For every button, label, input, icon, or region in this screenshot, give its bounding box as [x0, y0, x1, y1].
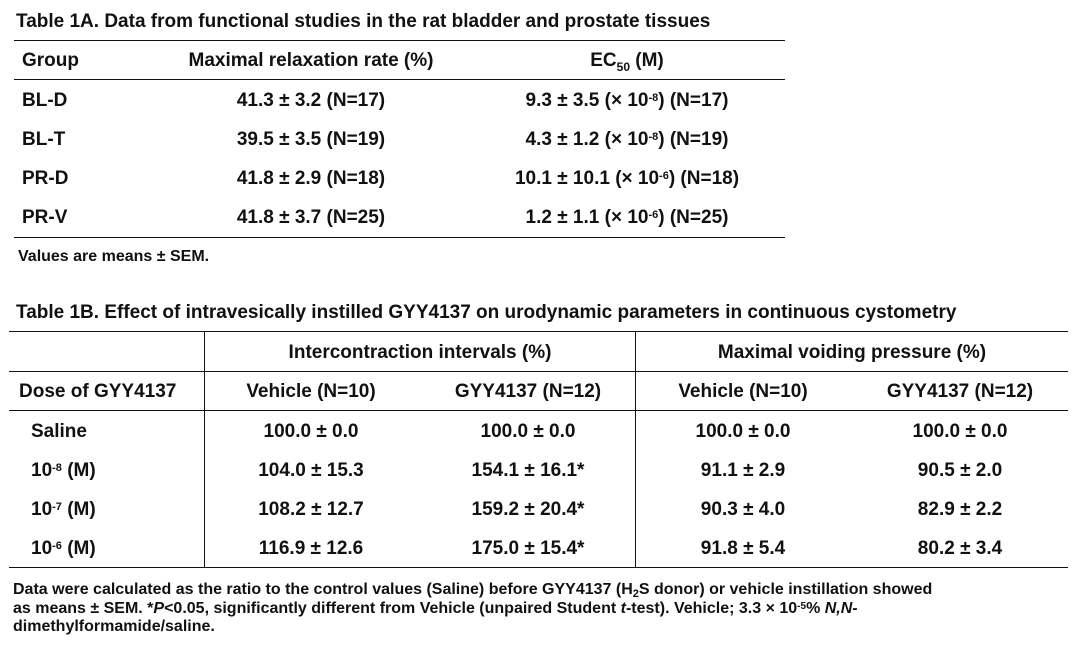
table-1a-group: PR-V [22, 207, 68, 228]
table-1b-gyy-pressure: 80.2 ± 3.4 [917, 538, 1003, 559]
table-1a-maxrel: 41.8 ± 3.7 (N=25) [236, 207, 386, 228]
table-1b-vehicle-pressure: 90.3 ± 4.0 [700, 499, 786, 520]
table-1b-gyy-intervals: 154.1 ± 16.1* [471, 460, 585, 481]
table-1b-divider-1 [204, 331, 205, 567]
table-1b-header-vehicle-pressure: Vehicle (N=10) [678, 381, 808, 402]
table-1b-vehicle-intervals: 116.9 ± 12.6 [258, 538, 364, 559]
table-1a-ec50: 1.2 ± 1.1 (× 10-6) (N=25) [525, 207, 729, 228]
table-1b-vehicle-pressure: 100.0 ± 0.0 [695, 421, 791, 442]
table-1a-header-ec50: EC50 (M) [590, 50, 664, 74]
table-1a-note: Values are means ± SEM. [18, 248, 210, 265]
table-1b-gyy-intervals: 175.0 ± 15.4* [471, 538, 585, 559]
table-1a-group: BL-T [22, 129, 66, 150]
table-1b-dose: 10-7 (M) [31, 499, 96, 520]
table-1b-header-rule [9, 410, 1068, 411]
table-1b-vehicle-pressure: 91.1 ± 2.9 [700, 460, 786, 481]
table-1b-bottom-rule [9, 567, 1068, 568]
table-1b-dose: 10-8 (M) [31, 460, 96, 481]
table-1a-group: BL-D [22, 90, 68, 111]
table-1b-vehicle-pressure: 91.8 ± 5.4 [700, 538, 786, 559]
table-1a-maxrel: 41.3 ± 3.2 (N=17) [236, 90, 386, 111]
table-1a-title: Table 1A. Data from functional studies i… [16, 11, 711, 32]
table-1a-ec50: 4.3 ± 1.2 (× 10-8) (N=19) [525, 129, 729, 150]
table-1b-gyy-intervals: 159.2 ± 20.4* [471, 499, 585, 520]
table-1b-header-vehicle-intervals: Vehicle (N=10) [246, 381, 376, 402]
table-1b-header-gyy-intervals: GYY4137 (N=12) [454, 381, 602, 402]
table-1b-top-rule [9, 331, 1068, 332]
table-1b-header-dose: Dose of GYY4137 [19, 381, 177, 402]
table-1b-dose: 10-6 (M) [31, 538, 96, 559]
table-1a-header-maxrel: Maximal relaxation rate (%) [188, 50, 434, 71]
table-1b-note-line-1: Data were calculated as the ratio to the… [13, 581, 933, 600]
table-1b-divider-2 [635, 331, 636, 567]
table-1b-gyy-pressure: 82.9 ± 2.2 [917, 499, 1003, 520]
table-1a-maxrel: 39.5 ± 3.5 (N=19) [236, 129, 386, 150]
table-1b-header-gyy-pressure: GYY4137 (N=12) [886, 381, 1034, 402]
table-1b-gyy-pressure: 90.5 ± 2.0 [917, 460, 1003, 481]
table-1b-group-rule [9, 371, 1068, 372]
table-1b-note-line-3: dimethylformamide/saline. [13, 618, 215, 635]
table-1b-vehicle-intervals: 104.0 ± 15.3 [258, 460, 364, 481]
table-1b-group-header-pressure: Maximal voiding pressure (%) [717, 342, 987, 363]
table-1b-gyy-pressure: 100.0 ± 0.0 [912, 421, 1008, 442]
table-1a-ec50: 10.1 ± 10.1 (× 10-6) (N=18) [514, 168, 740, 189]
table-1b-group-header-intervals: Intercontraction intervals (%) [288, 342, 552, 363]
table-1a-ec50: 9.3 ± 3.5 (× 10-8) (N=17) [525, 90, 729, 111]
table-1b-dose: Saline [31, 421, 87, 442]
table-1b-note-line-2: as means ± SEM. *P<0.05, significantly d… [13, 600, 858, 617]
table-1b-gyy-intervals: 100.0 ± 0.0 [480, 421, 576, 442]
table-1a-header-rule [14, 79, 785, 80]
table-1b-note: Data were calculated as the ratio to the… [13, 581, 1073, 636]
table-1b-vehicle-intervals: 100.0 ± 0.0 [263, 421, 359, 442]
table-1a-header-group: Group [22, 50, 79, 71]
table-1a-bottom-rule [14, 237, 785, 238]
table-1b-vehicle-intervals: 108.2 ± 12.7 [258, 499, 364, 520]
table-1a-group: PR-D [22, 168, 69, 189]
table-1b-title: Table 1B. Effect of intravesically insti… [16, 302, 957, 323]
table-1a-maxrel: 41.8 ± 2.9 (N=18) [236, 168, 386, 189]
table-1a-top-rule [14, 40, 785, 41]
